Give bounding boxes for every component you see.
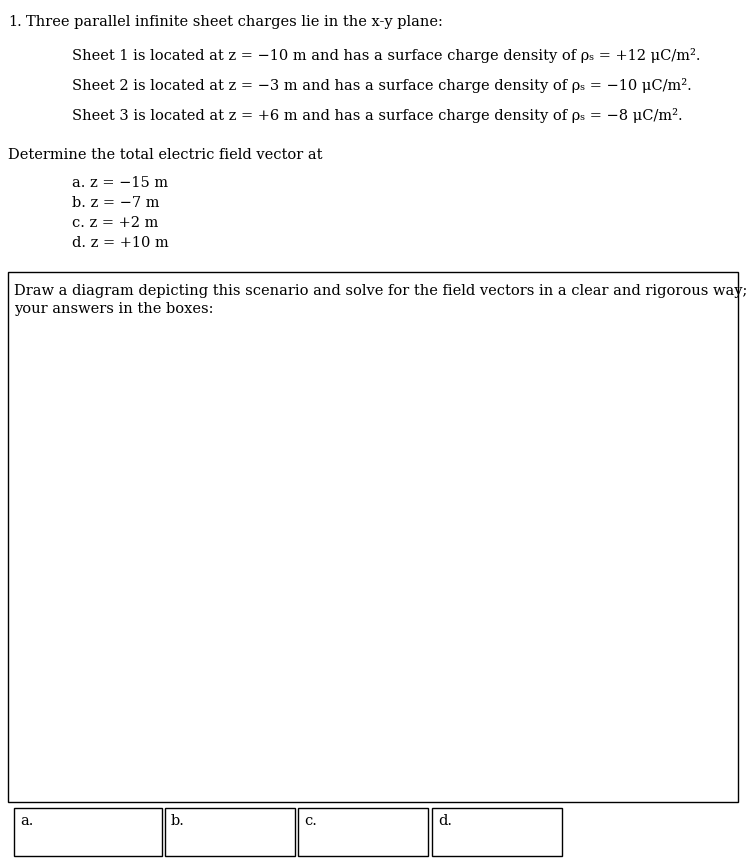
Bar <box>165 808 295 856</box>
Text: a.: a. <box>20 814 34 828</box>
Text: c.: c. <box>304 814 317 828</box>
Text: Draw a diagram depicting this scenario and solve for the field vectors in a clea: Draw a diagram depicting this scenario a… <box>14 284 748 298</box>
Text: 1.: 1. <box>8 15 22 29</box>
Text: c. z = +2 m: c. z = +2 m <box>72 216 159 230</box>
Text: Three parallel infinite sheet charges lie in the x-y plane:: Three parallel infinite sheet charges li… <box>26 15 443 29</box>
Bar <box>14 808 162 856</box>
Text: Sheet 1 is located at z = −10 m and has a surface charge density of ρₛ = +12 μC/: Sheet 1 is located at z = −10 m and has … <box>72 48 700 63</box>
Text: Determine the total electric field vector at: Determine the total electric field vecto… <box>8 148 322 162</box>
Bar <box>298 808 428 856</box>
Bar <box>432 808 562 856</box>
Text: b. z = −7 m: b. z = −7 m <box>72 196 159 210</box>
Text: a. z = −15 m: a. z = −15 m <box>72 176 168 190</box>
Text: your answers in the boxes:: your answers in the boxes: <box>14 302 213 316</box>
Text: d.: d. <box>438 814 452 828</box>
Text: Sheet 3 is located at z = +6 m and has a surface charge density of ρₛ = −8 μC/m²: Sheet 3 is located at z = +6 m and has a… <box>72 108 683 123</box>
Text: d. z = +10 m: d. z = +10 m <box>72 236 169 250</box>
Text: b.: b. <box>171 814 185 828</box>
Bar <box>8 272 738 802</box>
Text: Sheet 2 is located at z = −3 m and has a surface charge density of ρₛ = −10 μC/m: Sheet 2 is located at z = −3 m and has a… <box>72 78 692 93</box>
